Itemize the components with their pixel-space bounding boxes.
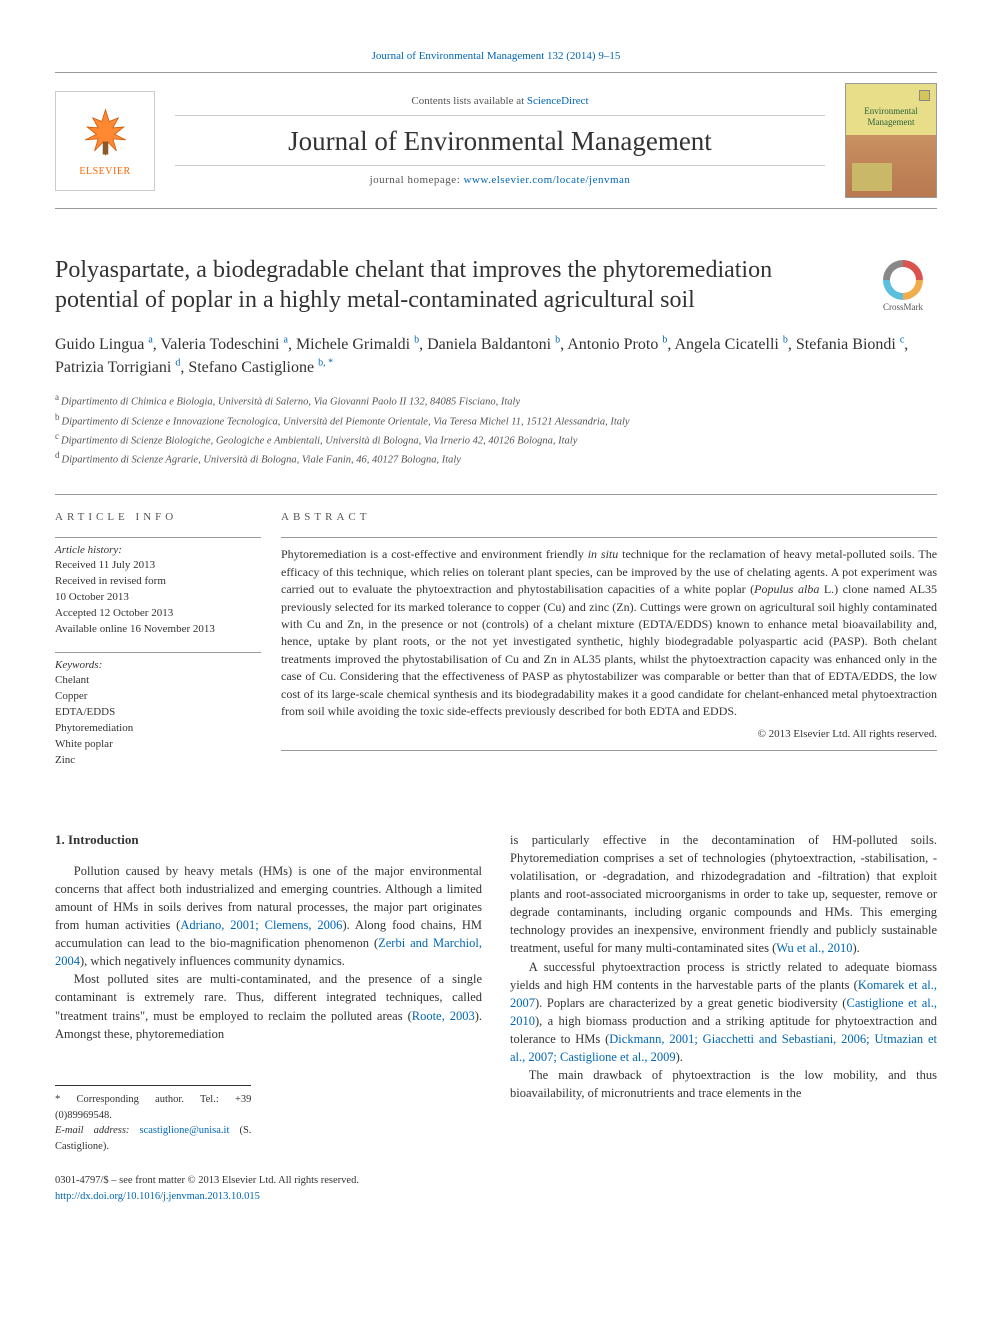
cover-title: EnvironmentalManagement [846, 106, 936, 128]
elsevier-logo[interactable]: ELSEVIER [55, 91, 155, 191]
article-title: Polyaspartate, a biodegradable chelant t… [55, 255, 937, 315]
journal-homepage-link[interactable]: www.elsevier.com/locate/jenvman [464, 174, 631, 186]
intro-p1: Pollution caused by heavy metals (HMs) i… [55, 862, 482, 971]
intro-p3: is particularly effective in the deconta… [510, 831, 937, 958]
journal-header: ELSEVIER Contents lists available at Sci… [55, 72, 937, 209]
issn-line: 0301-4797/$ – see front matter © 2013 El… [55, 1173, 482, 1189]
abstract-heading: ABSTRACT [281, 511, 937, 523]
abstract-copyright: © 2013 Elsevier Ltd. All rights reserved… [281, 728, 937, 751]
homepage-prefix: journal homepage: [370, 174, 464, 186]
intro-p5: The main drawback of phytoextraction is … [510, 1066, 937, 1102]
contents-line: Contents lists available at ScienceDirec… [175, 95, 825, 116]
intro-heading: 1. Introduction [55, 831, 482, 850]
history-title: Article history: [55, 544, 261, 556]
authors-list: Guido Lingua a, Valeria Todeschini a, Mi… [55, 333, 937, 379]
citation-link[interactable]: Adriano, 2001; Clemens, 2006 [180, 918, 342, 932]
crossmark-label: CrossMark [869, 302, 937, 312]
article-info-heading: ARTICLE INFO [55, 511, 261, 523]
keywords-body: ChelantCopperEDTA/EDDSPhytoremediationWh… [55, 673, 261, 769]
elsevier-label: ELSEVIER [79, 166, 130, 177]
crossmark-badge[interactable]: CrossMark [869, 260, 937, 312]
citation-link[interactable]: Wu et al., 2010 [776, 941, 852, 955]
corresponding-email: E-mail address: scastiglione@unisa.it (S… [55, 1123, 251, 1155]
top-citation-link[interactable]: Journal of Environmental Management 132 … [372, 50, 621, 62]
doi-link[interactable]: http://dx.doi.org/10.1016/j.jenvman.2013… [55, 1191, 260, 1202]
keywords-title: Keywords: [55, 659, 261, 671]
body-column-left: 1. Introduction Pollution caused by heav… [55, 831, 482, 1205]
affiliations: aDipartimento di Chimica e Biologia, Uni… [55, 391, 937, 468]
citation-link[interactable]: Roote, 2003 [412, 1009, 475, 1023]
sciencedirect-link[interactable]: ScienceDirect [527, 95, 589, 107]
top-citation: Journal of Environmental Management 132 … [55, 50, 937, 62]
intro-p4: A successful phytoextraction process is … [510, 958, 937, 1067]
abstract-column: ABSTRACT Phytoremediation is a cost-effe… [281, 495, 937, 782]
journal-name: Journal of Environmental Management [155, 126, 845, 157]
cover-mark-icon [919, 90, 930, 101]
footnotes: * Corresponding author. Tel.: +39 (0)899… [55, 1085, 251, 1155]
email-link[interactable]: scastiglione@unisa.it [140, 1125, 230, 1136]
crossmark-icon [883, 260, 923, 300]
intro-p2: Most polluted sites are multi-contaminat… [55, 970, 482, 1043]
article-info-column: ARTICLE INFO Article history: Received 1… [55, 495, 281, 782]
history-body: Received 11 July 2013Received in revised… [55, 558, 261, 638]
journal-homepage: journal homepage: www.elsevier.com/locat… [175, 165, 825, 186]
contents-prefix: Contents lists available at [411, 95, 526, 107]
cover-footer-icon [852, 163, 892, 191]
corresponding-author: * Corresponding author. Tel.: +39 (0)899… [55, 1092, 251, 1124]
bottom-matter: 0301-4797/$ – see front matter © 2013 El… [55, 1173, 482, 1205]
journal-cover-thumbnail[interactable]: EnvironmentalManagement [845, 83, 937, 198]
abstract-text: Phytoremediation is a cost-effective and… [281, 537, 937, 720]
body-column-right: is particularly effective in the deconta… [510, 831, 937, 1205]
elsevier-tree-icon [78, 105, 133, 160]
